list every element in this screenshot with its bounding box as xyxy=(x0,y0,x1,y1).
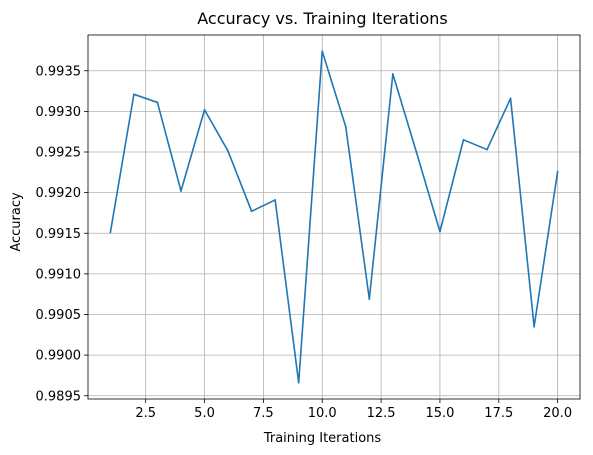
data-point xyxy=(321,50,324,53)
data-point xyxy=(415,151,418,153)
x-axis-label: Training Iterations xyxy=(263,431,382,446)
y-tick-label: 0.9895 xyxy=(36,389,82,404)
data-point xyxy=(274,199,277,201)
y-tick-label: 0.9910 xyxy=(36,267,82,282)
y-tick-label: 0.9935 xyxy=(36,64,82,79)
data-point xyxy=(297,381,300,384)
data-point xyxy=(344,125,347,128)
x-tick-label: 17.5 xyxy=(484,406,513,421)
data-point xyxy=(462,138,465,141)
data-point xyxy=(368,298,371,300)
grid xyxy=(88,35,580,399)
data-point xyxy=(509,97,512,100)
axes xyxy=(87,34,581,400)
x-tick-label: 2.5 xyxy=(135,406,156,421)
x-tick-label: 15.0 xyxy=(425,406,454,421)
x-tick-label: 20.0 xyxy=(543,406,572,421)
data-point xyxy=(533,325,535,328)
data-point xyxy=(439,230,441,233)
y-tick-label: 0.9930 xyxy=(36,105,82,120)
plot-frame xyxy=(87,34,581,400)
data-point xyxy=(556,170,559,173)
y-axis-label: Accuracy xyxy=(9,192,24,252)
x-tick-label: 12.5 xyxy=(367,406,396,421)
data-point xyxy=(133,93,135,96)
y-tick-label: 0.9920 xyxy=(36,186,82,201)
x-axis-ticks: 2.5 5.0 7.5 10.0 12.5 15.0 17.5 20.0 xyxy=(135,399,572,421)
series-line xyxy=(109,50,559,384)
x-tick-label: 7.5 xyxy=(253,406,274,421)
x-tick-label: 5.0 xyxy=(194,406,215,421)
data-point xyxy=(391,73,394,75)
y-tick-label: 0.9915 xyxy=(36,227,82,242)
y-tick-label: 0.9905 xyxy=(36,308,82,323)
data-point xyxy=(156,101,159,104)
x-tick-label: 10.0 xyxy=(308,406,337,421)
data-point xyxy=(180,190,182,192)
y-tick-label: 0.9925 xyxy=(36,146,82,161)
data-point xyxy=(227,150,229,153)
data-point xyxy=(250,210,253,213)
y-axis-ticks: 0.9895 0.9900 0.9905 0.9910 0.9915 0.9920 0.99… xyxy=(36,64,88,404)
series-layer xyxy=(109,50,559,384)
data-point xyxy=(486,148,488,151)
data-point xyxy=(203,108,206,111)
data-point xyxy=(109,231,112,234)
chart-title: Accuracy vs. Training Iterations xyxy=(197,9,448,28)
y-tick-label: 0.9900 xyxy=(36,349,82,364)
